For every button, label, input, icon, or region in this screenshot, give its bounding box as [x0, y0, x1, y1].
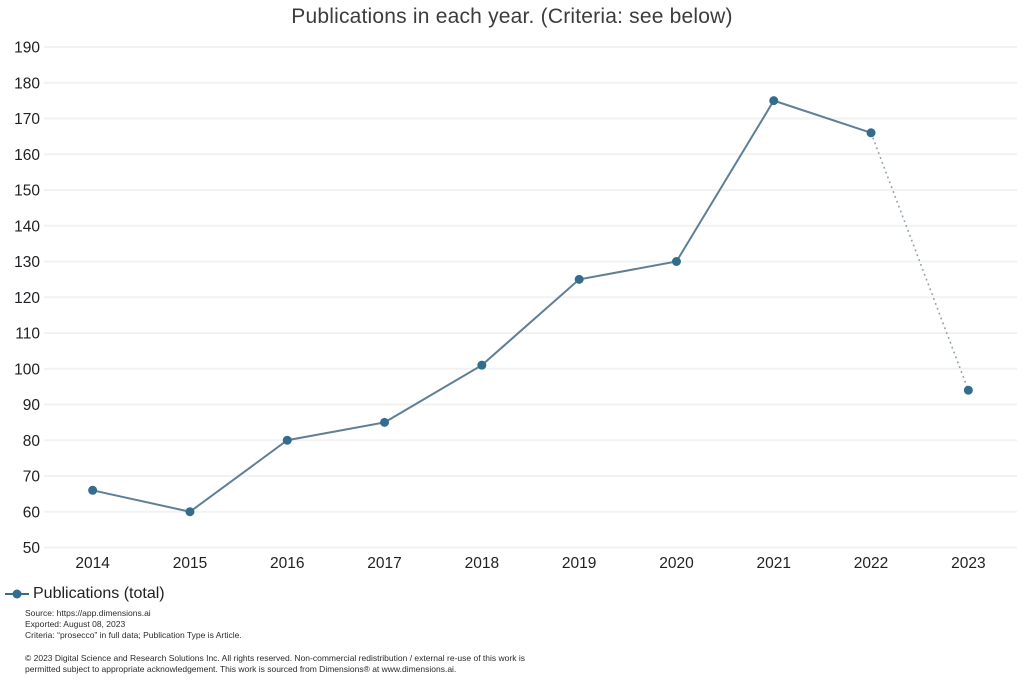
data-point-2018[interactable]: [477, 360, 487, 370]
x-tick-label-2022: 2022: [854, 555, 888, 572]
series-line-solid: [92, 99, 872, 513]
x-tick-label-2021: 2021: [757, 555, 791, 572]
x-tick-label-2014: 2014: [75, 555, 110, 572]
y-tick-label-140: 140: [14, 218, 40, 235]
y-tick-label-90: 90: [23, 397, 41, 414]
legend[interactable]: Publications (total): [4, 585, 165, 603]
y-tick-label-130: 130: [14, 254, 40, 271]
x-tick-label-2015: 2015: [173, 555, 207, 572]
x-tick-label-2017: 2017: [367, 555, 401, 572]
data-point-2021[interactable]: [769, 96, 779, 106]
x-tick-label-2016: 2016: [270, 555, 304, 572]
criteria-line: Criteria: “prosecco” in full data; Publi…: [25, 630, 242, 640]
x-tick-label-2020: 2020: [659, 555, 694, 572]
data-point-2014[interactable]: [88, 485, 98, 495]
y-tick-label-60: 60: [23, 504, 41, 521]
data-point-2023[interactable]: [963, 385, 973, 395]
legend-marker-icon: [5, 589, 29, 599]
y-tick-label-190: 190: [14, 40, 40, 57]
export-metadata: Source: https://app.dimensions.ai Export…: [25, 608, 242, 641]
y-tick-label-150: 150: [14, 183, 40, 200]
y-tick-label-70: 70: [23, 469, 41, 486]
series-line-dotted: [870, 132, 970, 391]
legend-label: Publications (total): [33, 585, 165, 602]
x-tick-label-2019: 2019: [562, 555, 596, 572]
y-tick-label-120: 120: [14, 290, 40, 307]
data-point-2016[interactable]: [282, 435, 292, 445]
line-chart-canvas: 50 60 70 80 90 100 110 120 130 140 150 160 170 180 190…: [14, 40, 1017, 572]
data-point-2020[interactable]: [671, 257, 681, 266]
data-point-2017[interactable]: [380, 417, 390, 427]
data-point-2022[interactable]: [866, 128, 876, 138]
y-tick-label-80: 80: [23, 433, 41, 450]
copyright-notice: © 2023 Digital Science and Research Solu…: [25, 653, 525, 674]
y-tick-label-50: 50: [23, 540, 41, 557]
y-tick-label-160: 160: [14, 147, 40, 164]
x-tick-label-2018: 2018: [465, 555, 499, 572]
y-tick-label-110: 110: [15, 326, 40, 343]
y-tick-label-170: 170: [14, 111, 40, 128]
y-tick-label-100: 100: [14, 361, 40, 378]
data-point-2019[interactable]: [574, 274, 584, 284]
source-line: Source: https://app.dimensions.ai: [25, 608, 151, 618]
exported-line: Exported: August 08, 2023: [25, 619, 126, 629]
x-tick-label-2023: 2023: [951, 555, 985, 572]
data-point-2015[interactable]: [185, 507, 195, 517]
chart-title: Publications in each year. (Criteria: se…: [291, 5, 733, 28]
y-tick-label-180: 180: [14, 75, 40, 92]
